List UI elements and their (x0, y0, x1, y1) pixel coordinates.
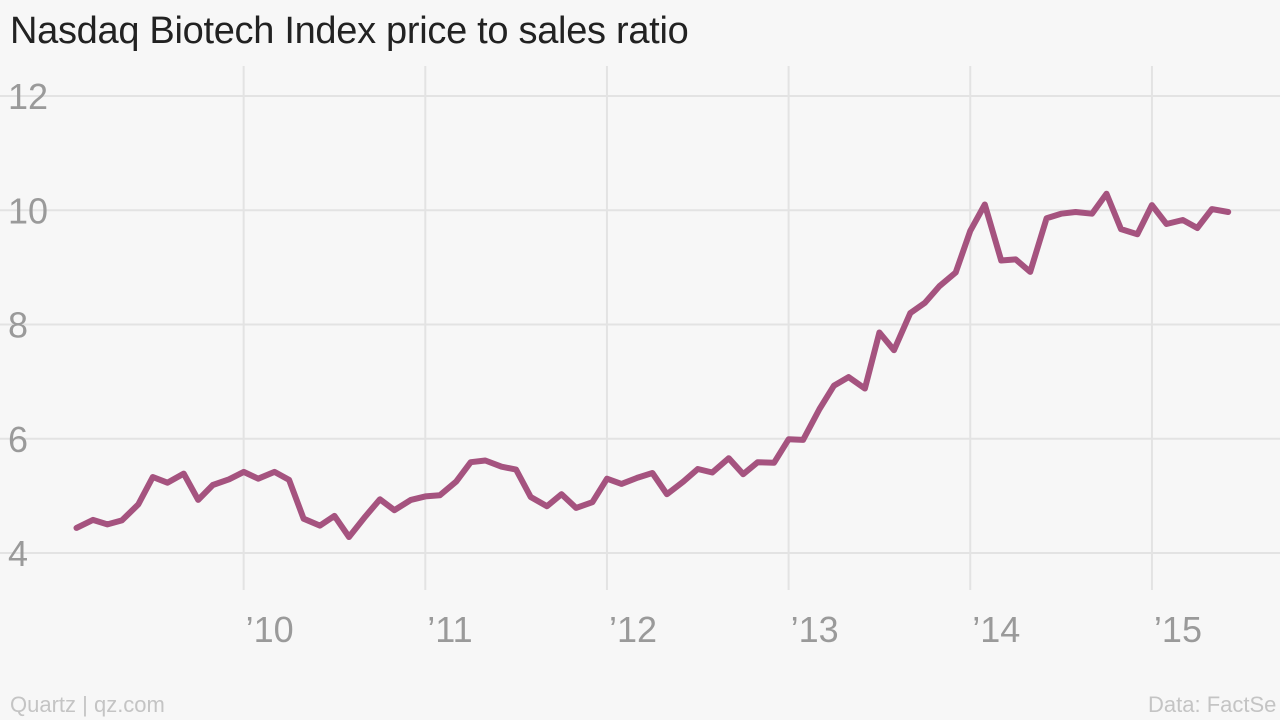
x-tick-label: ’13 (791, 609, 839, 650)
x-tick-label: ’15 (1154, 609, 1202, 650)
y-tick-label: 12 (8, 76, 48, 117)
chart-title: Nasdaq Biotech Index price to sales rati… (10, 10, 689, 52)
x-tick-label: ’14 (972, 609, 1020, 650)
series-line (73, 190, 1232, 540)
y-axis-ticks: 4 6 8 10 12 (8, 76, 48, 574)
x-tick-label: ’10 (246, 609, 294, 650)
y-tick-label: 10 (8, 190, 48, 231)
y-tick-label: 8 (8, 305, 28, 346)
y-tick-label: 4 (8, 533, 28, 574)
x-tick-label: ’11 (427, 609, 472, 650)
x-tick-label: ’12 (609, 609, 657, 650)
vertical-gridlines (242, 66, 1153, 590)
footer-source: Data: FactSe (1148, 692, 1277, 717)
x-axis-ticks: ’10 ’11 ’12 ’13 ’14 ’15 (246, 609, 1202, 650)
y-tick-label: 6 (8, 419, 28, 460)
horizontal-gridlines (0, 95, 1280, 554)
footer-credit: Quartz | qz.com (10, 692, 165, 717)
